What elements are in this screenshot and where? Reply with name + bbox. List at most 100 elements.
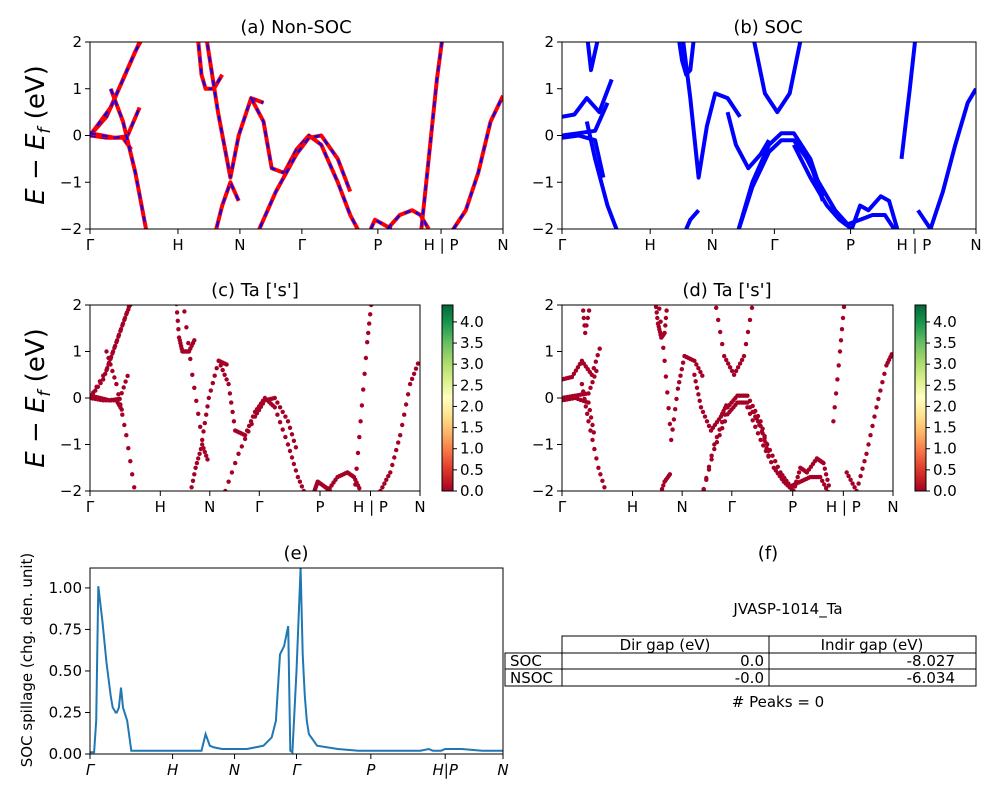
soc-band-6 [681, 42, 742, 180]
point-6-5 [190, 372, 195, 377]
point-8-21 [275, 400, 280, 405]
point-6-8 [196, 411, 201, 416]
panel-b-ytick-label: 1 [544, 80, 554, 98]
point-9-6 [194, 460, 200, 466]
soc-band-1 [562, 101, 610, 138]
point-12-5 [758, 437, 763, 443]
point-11-7 [717, 433, 722, 438]
point-9-14 [205, 457, 210, 462]
point-15-5 [854, 488, 859, 491]
point-0-5 [101, 377, 106, 382]
point-8-4 [661, 483, 666, 488]
point-4-10 [124, 433, 129, 438]
spillage-line [90, 568, 503, 754]
point-7-32 [277, 420, 283, 425]
point-7-43 [301, 488, 306, 491]
point-13-0 [751, 409, 757, 415]
point-8-25 [285, 419, 291, 424]
panel-d-frame [561, 304, 894, 492]
point-0-6 [571, 371, 577, 376]
panel-d-ytick-label: 2 [544, 296, 554, 314]
point-2-14 [119, 407, 124, 412]
table-subtitle: JVASP-1014_Ta [732, 600, 842, 619]
point-4-12 [128, 459, 133, 464]
point-6-17 [678, 373, 683, 378]
point-13-1 [380, 485, 385, 490]
point-9-5 [193, 465, 198, 470]
point-6-3 [186, 340, 191, 346]
point-13-19 [415, 361, 420, 366]
table-row-soc-label: SOC [510, 652, 542, 670]
point-14-6 [838, 338, 844, 343]
point-3-3 [583, 404, 588, 409]
table-col-indir: Indir gap (eV) [821, 636, 924, 654]
point-6-4 [188, 356, 193, 362]
colorbar-d-tick-label: 3.0 [933, 355, 957, 373]
point-7-9 [231, 419, 237, 424]
point-3-5 [586, 419, 591, 424]
panel-c-ytick-label: 0 [72, 389, 82, 407]
panel-e-xtick-label: Γ [292, 761, 302, 779]
point-9-13 [737, 361, 743, 366]
point-13-18 [413, 366, 419, 371]
point-2-11 [587, 407, 592, 413]
panel-a-xtick-label: P [373, 236, 382, 254]
panel-b-axes: −2 −1 0 1 2 Γ H N Γ P H | P N [532, 33, 982, 254]
point-13-8 [394, 447, 399, 453]
panel-c-xtick-label: Γ [255, 498, 264, 516]
colorbar-d-tick-label: 0.0 [933, 482, 957, 500]
panel-a-xtick-label: Γ [86, 236, 95, 254]
point-4-7 [585, 315, 590, 321]
point-15-14 [872, 414, 877, 419]
point-15-10 [864, 451, 869, 456]
point-14-0 [831, 419, 836, 424]
point-0-5 [569, 374, 575, 380]
point-13-12 [402, 412, 407, 417]
colorbar-c-tick-label: 4.0 [460, 313, 484, 331]
point-6-2 [184, 325, 189, 330]
point-6-26 [694, 362, 699, 367]
panel-b-ytick-label: 0 [544, 127, 554, 145]
colorbar-d-tick-label: 1.0 [933, 440, 957, 458]
panel-d-xtick-label: N [677, 498, 688, 516]
point-6-16 [208, 388, 213, 393]
point-3-19 [125, 373, 130, 379]
point-4-0 [104, 349, 109, 354]
point-15-24 [889, 352, 893, 357]
panel-e-ytick-label: 1.00 [49, 579, 82, 597]
panel-b-xtick-label: N [970, 236, 981, 254]
panel-c-xtick-label: H | P [353, 498, 388, 516]
point-3-13 [602, 485, 607, 490]
point-9-14 [739, 357, 745, 363]
point-10-4 [709, 453, 714, 458]
panel-c-ytick-label: 2 [72, 296, 82, 314]
panel-a-ytick-label: 1 [72, 80, 82, 98]
peaks-count: # Peaks = 0 [732, 693, 824, 711]
gap-table: JVASP-1014_Ta Dir gap (eV) Indir gap (eV… [504, 600, 977, 711]
point-9-11 [201, 446, 206, 451]
point-6-7 [665, 390, 670, 395]
table-col-dir: Dir gap (eV) [620, 636, 711, 654]
point-1-10 [114, 340, 119, 345]
point-13-1 [754, 416, 759, 421]
panel-b-xtick-label: H [645, 236, 656, 254]
point-3-12 [600, 478, 605, 483]
point-13-5 [388, 470, 393, 475]
point-6-16 [677, 380, 682, 385]
panel-d-colorbar: 0.0 0.5 1.0 1.5 2.0 2.5 3.0 3.5 4.0 [914, 304, 957, 500]
colorbar-c-tick-label: 3.5 [460, 334, 484, 352]
point-9-10 [200, 442, 205, 447]
point-8-24 [283, 414, 288, 419]
point-12-20 [791, 488, 796, 491]
point-7-31 [275, 412, 280, 417]
colorbar-c-tick-label: 0.5 [460, 461, 484, 479]
point-12-0 [745, 405, 750, 410]
panel-b-lines [562, 42, 976, 229]
point-12-8 [362, 371, 367, 376]
point-13-32 [822, 482, 827, 487]
point-15-16 [876, 396, 881, 402]
point-4-5 [114, 381, 119, 387]
point-8-7 [242, 436, 248, 442]
point-6-10 [669, 437, 674, 443]
panel-c-points [90, 305, 420, 491]
